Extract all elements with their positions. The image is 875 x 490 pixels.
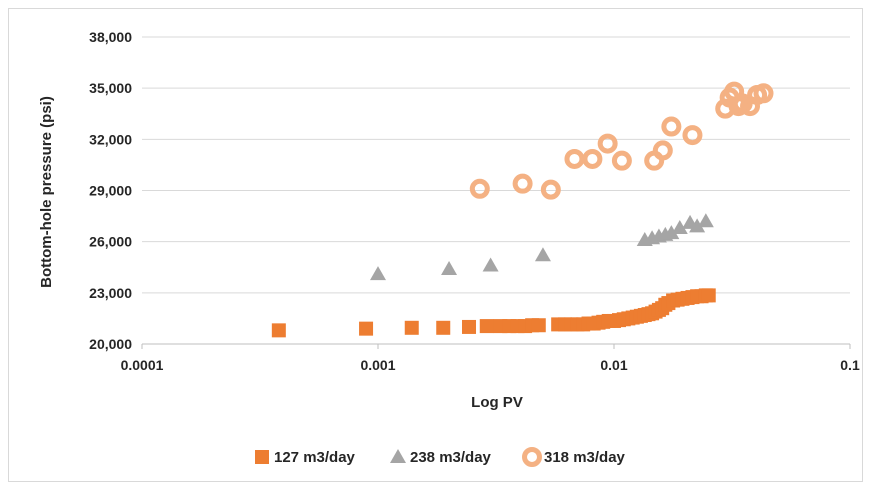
legend-marker: [255, 450, 269, 464]
series-ring: [469, 81, 774, 200]
y-tick-label: 20,000: [89, 336, 132, 352]
y-tick-label: 38,000: [89, 29, 132, 45]
data-point: [479, 319, 494, 334]
legend-label: 318 m3/day: [544, 449, 626, 466]
data-point: [652, 140, 673, 161]
x-tick-label: 0.0001: [121, 357, 164, 373]
y-axis-title: Bottom-hole pressure (psi): [38, 96, 55, 288]
data-points: [271, 81, 774, 338]
data-point: [661, 116, 682, 137]
data-point: [611, 150, 632, 171]
data-point: [753, 83, 774, 104]
x-tick-label: 0.001: [360, 357, 395, 373]
point-ring: [682, 125, 703, 146]
point-ring: [512, 173, 533, 194]
data-point: [540, 179, 561, 200]
y-tick-label: 23,000: [89, 285, 132, 301]
point-ring: [597, 133, 618, 154]
data-point: [597, 133, 618, 154]
series-square: [271, 288, 716, 338]
data-point: [663, 225, 680, 240]
data-point: [359, 321, 374, 336]
data-point: [689, 218, 706, 233]
point-ring: [582, 148, 603, 169]
data-point: [370, 266, 386, 281]
y-axis-ticks: 20,000 23,000 26,000 29,000 32,000 35,000 38,0…: [89, 29, 132, 352]
data-point: [271, 323, 286, 338]
data-point: [701, 288, 716, 303]
data-point: [531, 318, 546, 333]
point-ring: [522, 447, 542, 467]
point-ring: [540, 179, 561, 200]
data-point: [436, 320, 451, 335]
data-point: [404, 320, 419, 335]
y-tick-label: 35,000: [89, 80, 132, 96]
data-point: [469, 178, 490, 199]
legend-marker: [522, 447, 542, 467]
legend-label: 238 m3/day: [410, 449, 492, 466]
data-point: [582, 148, 603, 169]
point-ring: [611, 150, 632, 171]
x-tick-label: 0.01: [600, 357, 627, 373]
data-point: [534, 247, 551, 262]
data-point: [671, 220, 688, 235]
gridlines: [142, 36, 850, 345]
data-point: [697, 213, 714, 228]
data-point: [564, 148, 585, 169]
data-point: [462, 319, 477, 334]
data-point: [682, 125, 703, 146]
point-ring: [564, 148, 585, 169]
point-ring: [652, 140, 673, 161]
y-tick-label: 29,000: [89, 183, 132, 199]
y-tick-label: 32,000: [89, 131, 132, 147]
point-ring: [661, 116, 682, 137]
legend-label: 127 m3/day: [274, 449, 356, 466]
x-tick-label: 0.1: [840, 357, 860, 373]
data-point: [441, 260, 458, 275]
y-tick-label: 26,000: [89, 234, 132, 250]
data-point: [512, 173, 533, 194]
legend-marker: [390, 449, 406, 463]
point-ring: [753, 83, 774, 104]
point-ring: [469, 178, 490, 199]
x-axis-ticks: 0.0001 0.001 0.01 0.1: [121, 344, 860, 373]
data-point: [482, 257, 499, 272]
legend: 127 m3/day 238 m3/day 318 m3/day: [255, 447, 626, 467]
chart-frame: [8, 8, 863, 482]
series-triangle: [370, 213, 714, 281]
x-axis-title: Log PV: [471, 394, 523, 411]
